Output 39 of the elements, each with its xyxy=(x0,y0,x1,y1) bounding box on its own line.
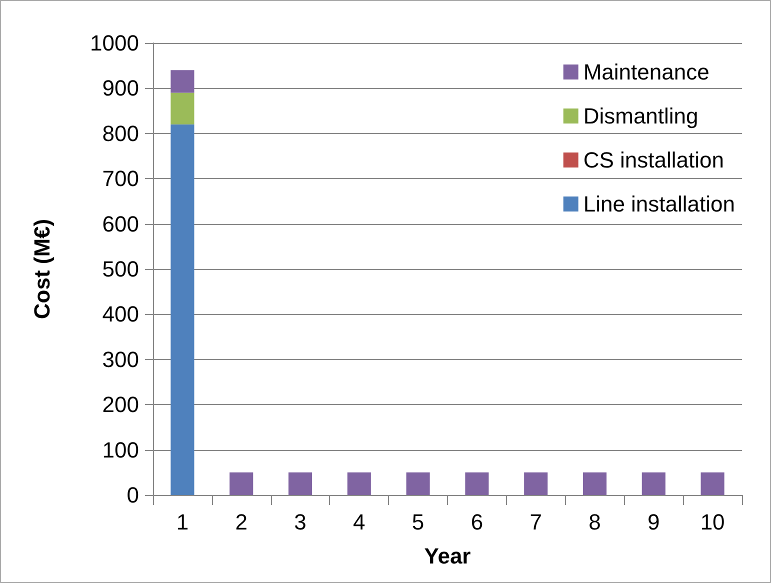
bar xyxy=(170,70,194,93)
bar xyxy=(170,124,194,495)
x-tick-label: 9 xyxy=(648,510,660,534)
bar xyxy=(465,472,489,495)
bar xyxy=(288,472,312,495)
x-tick-label: 4 xyxy=(353,510,366,534)
x-tick-label: 5 xyxy=(412,510,424,534)
y-tick-label: 800 xyxy=(102,120,139,146)
bar xyxy=(230,472,254,495)
bar xyxy=(582,472,607,495)
legend-label: Dismantling xyxy=(583,104,698,128)
y-tick-label: 200 xyxy=(102,392,139,418)
legend-label: Line installation xyxy=(583,192,736,216)
x-axis-title: Year xyxy=(424,544,472,568)
x-tick-label: 10 xyxy=(700,510,725,534)
y-tick-label: 300 xyxy=(102,346,139,372)
y-tick-label: 700 xyxy=(102,166,139,192)
y-tick-label: 100 xyxy=(102,437,139,462)
y-tick-label: 900 xyxy=(102,76,139,101)
y-tick-label: 1000 xyxy=(90,30,139,56)
bar xyxy=(347,472,371,495)
x-tick-label: 7 xyxy=(530,510,542,534)
legend-label: CS installation xyxy=(583,148,724,172)
x-tick-label: 2 xyxy=(235,510,248,534)
y-tick-label: 0 xyxy=(126,482,139,508)
y-tick-label: 400 xyxy=(102,302,139,327)
x-tick-label: 3 xyxy=(294,510,306,534)
x-tick-label: 8 xyxy=(588,510,601,534)
bar xyxy=(700,472,724,495)
bar xyxy=(524,472,548,495)
bar xyxy=(642,472,666,495)
x-tick-label: 1 xyxy=(176,510,189,534)
y-axis-title: Cost (M€) xyxy=(30,218,54,320)
bar xyxy=(170,92,194,124)
y-tick-label: 600 xyxy=(102,211,139,236)
y-tick-label: 500 xyxy=(102,256,139,282)
bar xyxy=(406,472,430,495)
legend-label: Maintenance xyxy=(583,60,710,84)
x-tick-label: 6 xyxy=(470,510,484,534)
